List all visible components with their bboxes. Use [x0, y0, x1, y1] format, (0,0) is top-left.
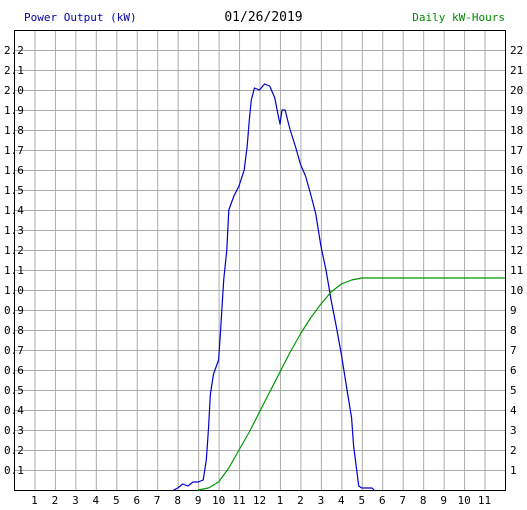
left-tick-label: 0.1: [4, 464, 24, 477]
x-tick-label: 1: [31, 494, 38, 507]
right-tick-label: 21: [510, 64, 523, 77]
right-tick-label: 17: [510, 144, 523, 157]
right-tick-label: 20: [510, 84, 523, 97]
left-tick-label: 2.1: [4, 64, 24, 77]
left-tick-label: 1.1: [4, 264, 24, 277]
left-axis-label: Power Output (kW): [24, 11, 137, 24]
right-tick-label: 1: [510, 464, 517, 477]
right-tick-label: 19: [510, 104, 523, 117]
right-tick-label: 14: [510, 204, 524, 217]
x-tick-label: 4: [93, 494, 100, 507]
right-tick-label: 13: [510, 224, 523, 237]
series-line-daily-kwh: [197, 277, 505, 491]
series-line-power-output: [173, 83, 375, 491]
x-tick-label: 6: [379, 494, 386, 507]
right-tick-label: 4: [510, 404, 517, 417]
x-tick-label: 2: [52, 494, 59, 507]
right-tick-label: 11: [510, 264, 523, 277]
x-tick-label: 6: [133, 494, 140, 507]
x-tick-label: 5: [358, 494, 365, 507]
right-tick-label: 10: [510, 284, 523, 297]
right-tick-label: 9: [510, 304, 517, 317]
chart-title: 01/26/2019: [224, 10, 303, 25]
left-tick-label: 1.2: [4, 244, 24, 257]
right-tick-label: 3: [510, 424, 517, 437]
right-tick-label: 2: [510, 444, 517, 457]
right-tick-label: 18: [510, 124, 523, 137]
left-tick-label: 0.2: [4, 444, 24, 457]
right-tick-label: 15: [510, 184, 523, 197]
right-tick-label: 22: [510, 44, 523, 57]
left-tick-label: 0.8: [4, 324, 24, 337]
right-tick-label: 8: [510, 324, 517, 337]
left-tick-label: 1.9: [4, 104, 24, 117]
x-tick-label: 8: [420, 494, 427, 507]
left-tick-label: 2.2: [4, 44, 24, 57]
x-tick-label: 3: [72, 494, 79, 507]
x-tick-label: 3: [318, 494, 325, 507]
left-tick-label: 1.7: [4, 144, 24, 157]
x-tick-label: 4: [338, 494, 345, 507]
right-tick-label: 12: [510, 244, 523, 257]
left-tick-label: 1.5: [4, 184, 24, 197]
right-tick-label: 7: [510, 344, 517, 357]
x-tick-label: 9: [440, 494, 447, 507]
left-tick-label: 1.0: [4, 284, 24, 297]
x-tick-label: 11: [478, 494, 491, 507]
left-tick-label: 0.7: [4, 344, 24, 357]
left-tick-label: 0.9: [4, 304, 24, 317]
plot-frame: [14, 30, 506, 491]
x-tick-label: 7: [399, 494, 406, 507]
left-tick-label: 1.3: [4, 224, 24, 237]
x-tick-label: 9: [195, 494, 202, 507]
left-tick-label: 2.0: [4, 84, 24, 97]
x-tick-label: 12: [253, 494, 266, 507]
x-tick-label: 5: [113, 494, 120, 507]
right-tick-label: 5: [510, 384, 517, 397]
right-tick-label: 6: [510, 364, 517, 377]
left-tick-label: 1.4: [4, 204, 24, 217]
right-axis-label: Daily kW-Hours: [412, 11, 505, 24]
left-tick-label: 0.6: [4, 364, 24, 377]
left-tick-label: 0.5: [4, 384, 24, 397]
left-tick-label: 1.8: [4, 124, 24, 137]
x-tick-label: 8: [174, 494, 181, 507]
x-tick-label: 10: [457, 494, 470, 507]
x-tick-label: 1: [277, 494, 284, 507]
x-tick-label: 11: [232, 494, 245, 507]
x-tick-label: 2: [297, 494, 304, 507]
left-tick-label: 0.3: [4, 424, 24, 437]
left-tick-label: 0.4: [4, 404, 24, 417]
left-tick-label: 1.6: [4, 164, 24, 177]
x-tick-label: 7: [154, 494, 161, 507]
x-tick-label: 10: [212, 494, 225, 507]
right-tick-label: 16: [510, 164, 523, 177]
